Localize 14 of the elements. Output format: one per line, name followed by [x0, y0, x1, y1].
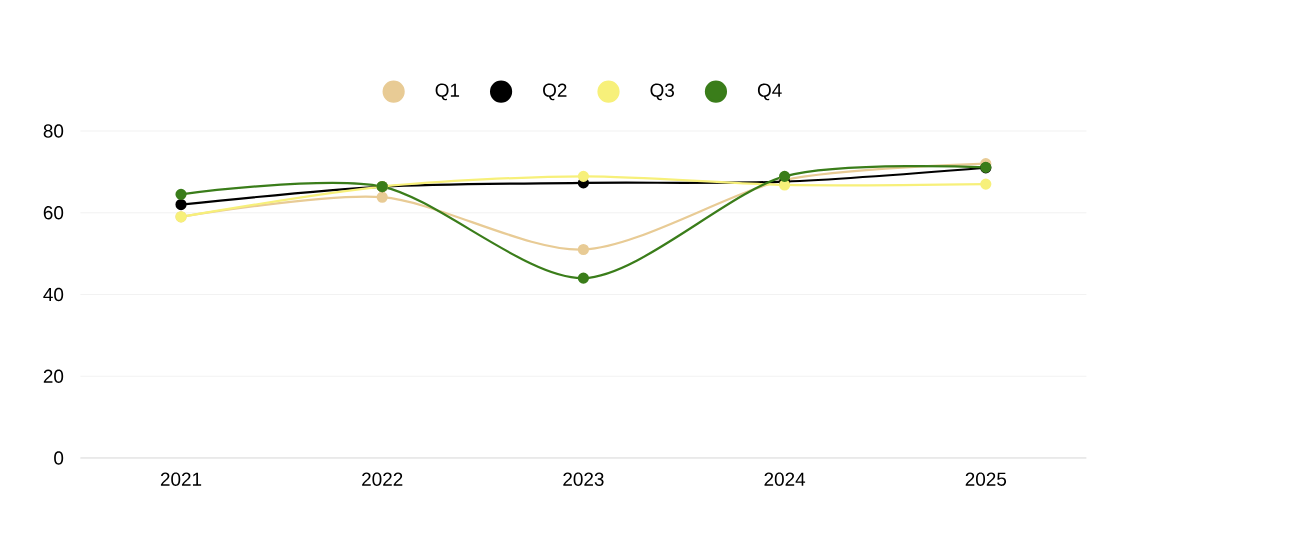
- x-tick-label: 2021: [160, 472, 202, 486]
- legend-label: Q3: [650, 83, 675, 101]
- y-tick-label: 0: [54, 451, 64, 465]
- y-tick-label: 80: [43, 124, 64, 138]
- x-tick-label: 2024: [764, 472, 806, 486]
- y-tick-label: 40: [43, 287, 64, 302]
- legend-label: Q4: [757, 83, 782, 101]
- x-tick-label: 2023: [563, 472, 604, 486]
- x-tick-label: 2025: [965, 472, 1007, 486]
- y-tick-label: 60: [43, 206, 64, 220]
- y-tick-label: 20: [43, 369, 64, 383]
- legend-label: Q2: [543, 83, 567, 101]
- legend-label: Q1: [435, 83, 460, 101]
- x-tick-label: 2022: [362, 472, 403, 486]
